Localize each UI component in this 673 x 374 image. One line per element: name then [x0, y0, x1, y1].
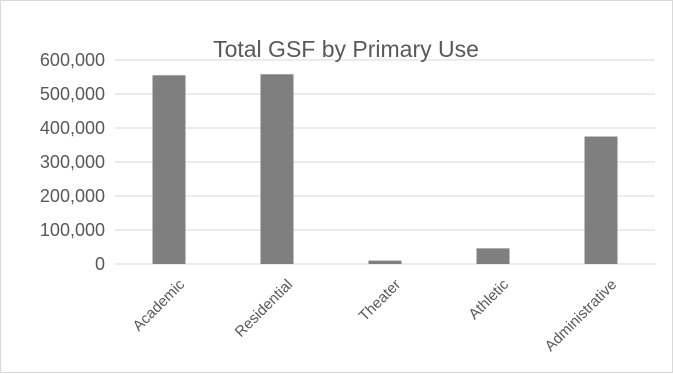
- y-tick-label: 600,000: [40, 50, 105, 70]
- bar-athletic: [476, 248, 510, 264]
- x-tick-label: Administrative: [542, 276, 621, 355]
- y-tick-label: 300,000: [40, 152, 105, 172]
- bar-academic: [152, 75, 186, 264]
- bars: [152, 74, 618, 264]
- x-tick-label: Athletic: [465, 276, 512, 323]
- y-tick-label: 200,000: [40, 186, 105, 206]
- bar-administrative: [584, 136, 618, 264]
- x-tick-label: Theater: [356, 276, 405, 325]
- y-tick-label: 400,000: [40, 118, 105, 138]
- x-tick-label: Academic: [130, 276, 189, 335]
- y-tick-label: 0: [95, 254, 105, 274]
- x-axis-ticks: Academic Residential Theater Athletic Admini…: [130, 276, 621, 355]
- bar-theater: [368, 260, 402, 264]
- y-tick-label: 100,000: [40, 220, 105, 240]
- x-tick-label: Residential: [232, 276, 297, 341]
- y-tick-label: 500,000: [40, 84, 105, 104]
- gridlines: [115, 59, 655, 265]
- chart-title: Total GSF by Primary Use: [213, 36, 479, 62]
- bar-residential: [260, 74, 294, 264]
- y-axis-ticks: 0 100,000 200,000 300,000 400,000 500,000 600,…: [40, 50, 105, 274]
